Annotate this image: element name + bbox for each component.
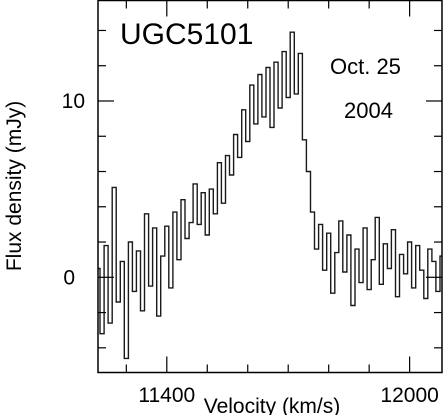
plot-area xyxy=(98,31,442,360)
x-axis-label: Velocity (km/s) xyxy=(204,395,341,415)
date-annotation-line-1: Oct. 25 xyxy=(330,54,401,79)
date-annotation-line-2: 2004 xyxy=(344,98,393,123)
x-tick-label-1: 12000 xyxy=(380,384,438,407)
axis-ticks xyxy=(98,0,442,373)
spectrum-series-line xyxy=(98,31,442,360)
y-axis-label: Flux density (mJy) xyxy=(3,101,26,271)
x-tick-label-0: 11400 xyxy=(138,384,195,407)
chart-title: UGC5101 xyxy=(120,18,253,51)
y-tick-label-1: 10 xyxy=(62,90,85,113)
y-tick-label-0: 0 xyxy=(63,266,75,289)
plot-frame xyxy=(97,0,443,374)
